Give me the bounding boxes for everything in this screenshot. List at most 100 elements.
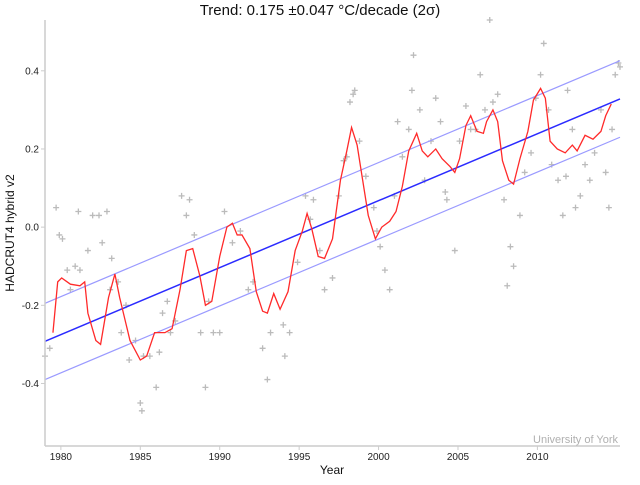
monthly-point <box>103 208 110 215</box>
monthly-point <box>178 192 185 199</box>
y-axis-label: HADCRUT4 hybrid v2 <box>3 174 17 292</box>
monthly-point <box>370 204 377 211</box>
x-tick-label: 2010 <box>526 452 549 463</box>
monthly-point <box>183 212 190 219</box>
y-tick-label: 0.4 <box>25 66 39 77</box>
monthly-point <box>507 243 514 250</box>
monthly-point <box>267 329 274 336</box>
monthly-point <box>481 106 488 113</box>
monthly-point <box>280 321 287 328</box>
monthly-point <box>555 177 562 184</box>
monthly-point <box>245 286 252 293</box>
monthly-point <box>572 204 579 211</box>
monthly-point <box>442 188 449 195</box>
monthly-point <box>356 138 363 145</box>
monthly-point <box>443 196 450 203</box>
monthly-point <box>202 384 209 391</box>
monthly-point <box>386 286 393 293</box>
monthly-point <box>237 228 244 235</box>
monthly-point <box>186 196 193 203</box>
monthly-point <box>229 239 236 246</box>
monthly-point <box>343 153 350 160</box>
monthly-point <box>118 329 125 336</box>
monthly-point <box>99 239 106 246</box>
monthly-point <box>432 95 439 102</box>
monthly-point <box>153 384 160 391</box>
monthly-point <box>210 329 217 336</box>
x-tick-label: 2005 <box>447 452 470 463</box>
y-tick-label: 0.0 <box>25 223 39 234</box>
smoothed-series <box>52 87 612 361</box>
monthly-point <box>310 196 317 203</box>
x-tick-label: 2000 <box>367 452 390 463</box>
monthly-point <box>462 102 469 109</box>
monthly-point <box>609 126 616 133</box>
monthly-point <box>456 138 463 145</box>
monthly-point <box>64 267 71 274</box>
axes: 1980 1985 1990 1995 2000 2005 2010 0.4 0.2 0.0 -0.… <box>22 20 620 463</box>
monthly-point <box>577 192 584 199</box>
monthly-point <box>108 255 115 262</box>
monthly-point <box>329 274 336 281</box>
monthly-point <box>351 87 358 94</box>
monthly-point <box>362 173 369 180</box>
monthly-point <box>605 204 612 211</box>
monthly-point <box>612 71 619 78</box>
monthly-point <box>602 169 609 176</box>
monthly-point <box>521 169 528 176</box>
monthly-point <box>399 153 406 160</box>
monthly-point <box>221 208 228 215</box>
trend-line <box>44 98 621 342</box>
monthly-point <box>264 376 271 383</box>
monthly-point <box>286 329 293 336</box>
monthly-point <box>381 267 388 274</box>
monthly-point <box>501 196 508 203</box>
monthly-point <box>451 247 458 254</box>
y-tick-label: -0.4 <box>22 379 40 390</box>
monthly-point <box>89 212 96 219</box>
monthly-point <box>159 310 166 317</box>
x-axis-label: Year <box>320 463 344 477</box>
trend-lines <box>44 60 621 381</box>
monthly-point <box>156 349 163 356</box>
monthly-point <box>586 177 593 184</box>
monthly-point <box>569 126 576 133</box>
monthly-point <box>138 407 145 414</box>
monthly-point <box>489 99 496 106</box>
monthly-points <box>42 17 623 414</box>
x-tick-label: 1990 <box>209 452 232 463</box>
monthly-point <box>137 400 144 407</box>
monthly-point <box>281 353 288 360</box>
monthly-point <box>408 87 415 94</box>
monthly-point <box>53 204 60 211</box>
monthly-point <box>405 126 412 133</box>
monthly-point <box>416 106 423 113</box>
monthly-point <box>486 17 493 23</box>
monthly-point <box>46 345 53 352</box>
monthly-point <box>346 99 353 106</box>
monthly-point <box>321 286 328 293</box>
trend-upper-bound <box>44 60 621 304</box>
monthly-point <box>164 298 171 305</box>
monthly-point <box>126 357 133 364</box>
y-tick-label: 0.2 <box>25 144 39 155</box>
monthly-point <box>562 173 569 180</box>
monthly-point <box>350 91 357 98</box>
monthly-point <box>316 247 323 254</box>
monthly-point <box>591 149 598 156</box>
monthly-point <box>516 212 523 219</box>
monthly-point <box>76 267 83 274</box>
monthly-point <box>146 353 153 360</box>
monthly-point <box>597 106 604 113</box>
monthly-point <box>528 149 535 156</box>
monthly-point <box>564 87 571 94</box>
monthly-point <box>72 263 79 270</box>
watermark: University of York <box>533 434 618 446</box>
monthly-point <box>537 71 544 78</box>
monthly-point <box>504 282 511 289</box>
monthly-point <box>377 243 384 250</box>
x-tick-label: 1995 <box>288 452 311 463</box>
monthly-point <box>59 235 66 242</box>
trend-lower-bound <box>44 136 621 381</box>
